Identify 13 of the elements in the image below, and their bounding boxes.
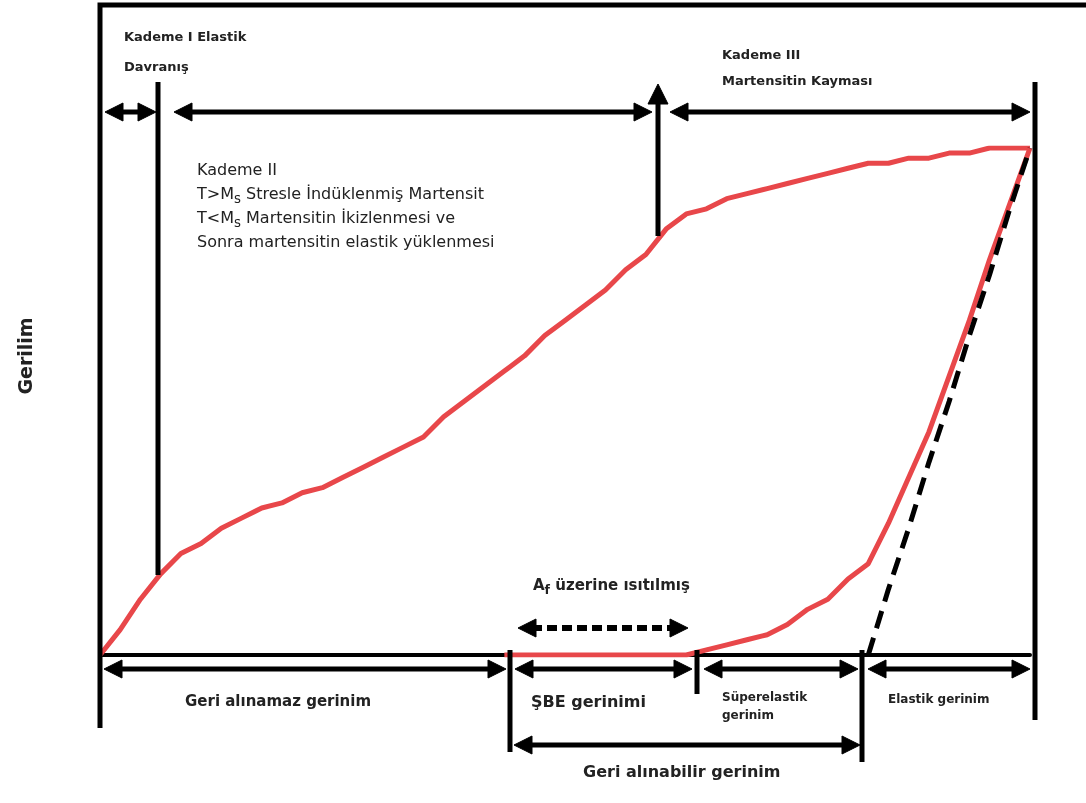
- text: Süperelastik gerinim: [722, 689, 809, 724]
- text: Kademe III Martensitin Kayması: [722, 46, 874, 90]
- annotation: T<M$_{s}$ Martensitin İkizlenmesi ve: [197, 208, 456, 231]
- annotation: Kademe II: [197, 159, 277, 181]
- annotation: A$_{f}$ üzerine ısıtılmış: [533, 576, 690, 597]
- text: ŞBE gerinimi: [531, 692, 646, 711]
- text: Geri alınabilir gerinim: [583, 762, 781, 781]
- annotation: Sonra martensitin elastik yüklenmesi: [197, 231, 495, 253]
- y-axis-title: Gerilim: [14, 316, 36, 397]
- text: Kademe I Elastik Davranış: [124, 28, 248, 76]
- text: Elastik gerinim: [888, 692, 990, 706]
- annotation: T>M$_{s}$ Stresle İndüklenmiş Martensit: [197, 184, 485, 207]
- text: Geri alınamaz gerinim: [185, 692, 372, 710]
